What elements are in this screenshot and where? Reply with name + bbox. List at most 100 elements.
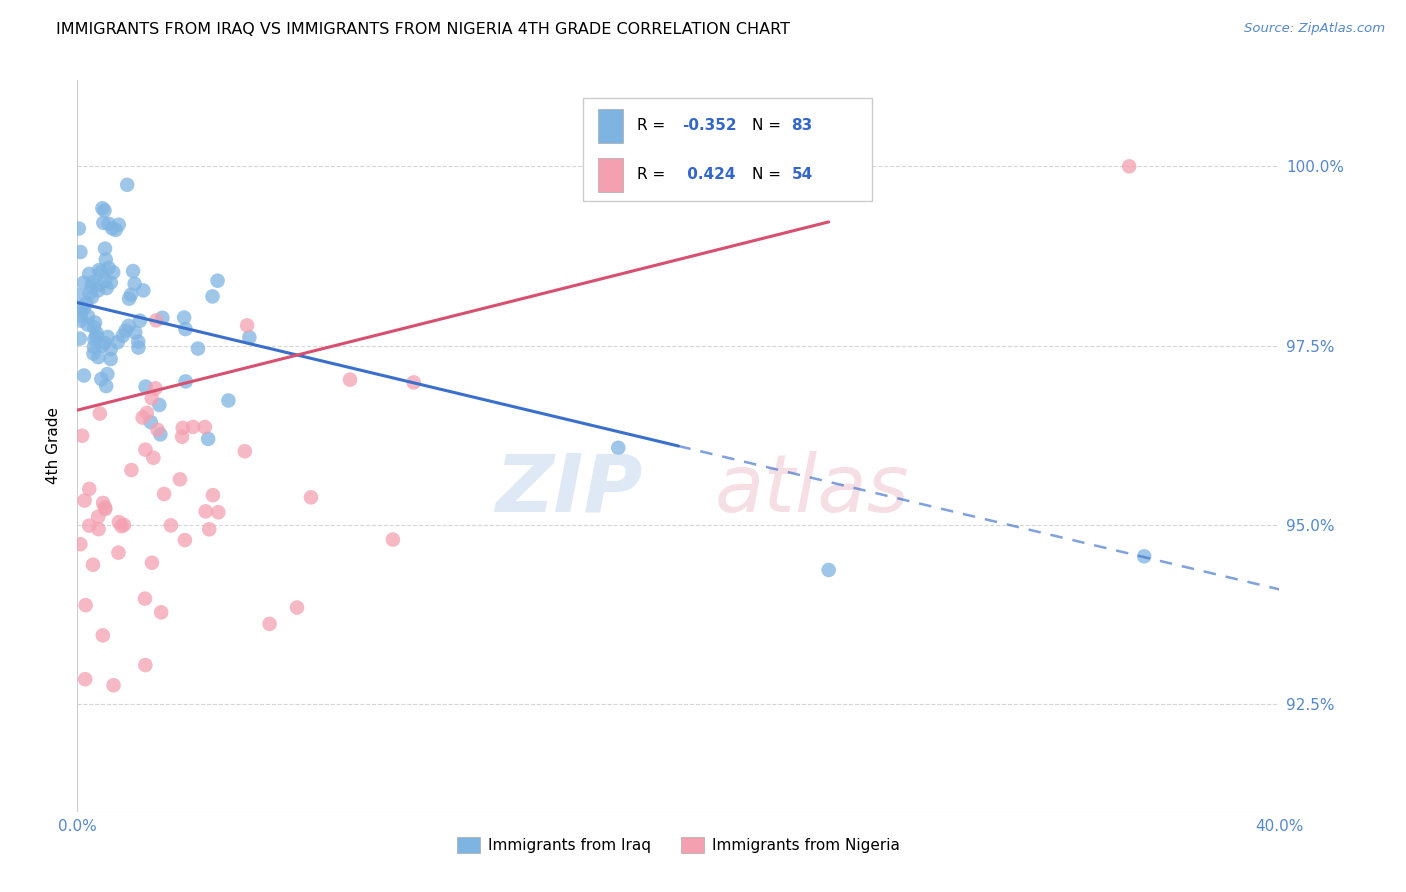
Point <box>170 430 193 444</box>
Point <box>89 407 111 421</box>
Point <box>141 391 163 405</box>
Point <box>1118 159 1140 173</box>
Point <box>87 350 110 364</box>
Point <box>135 379 157 393</box>
Y-axis label: 4th Grade: 4th Grade <box>46 408 62 484</box>
Point <box>100 276 122 290</box>
Point <box>69 245 91 260</box>
Point <box>817 563 839 577</box>
Text: N =: N = <box>752 119 786 133</box>
Point <box>67 221 90 235</box>
Text: atlas: atlas <box>714 450 910 529</box>
Point <box>94 379 117 393</box>
Point <box>77 518 100 533</box>
Point <box>100 352 122 367</box>
Point <box>93 335 115 350</box>
Point <box>201 488 224 502</box>
Point <box>197 432 219 446</box>
Point <box>107 218 129 232</box>
Point <box>173 310 195 325</box>
Point <box>132 284 155 298</box>
Text: 0.424: 0.424 <box>682 168 735 182</box>
Point <box>75 598 97 612</box>
Point <box>86 326 108 341</box>
Point <box>91 339 114 353</box>
Point <box>73 493 96 508</box>
Point <box>90 372 112 386</box>
Point <box>83 320 105 334</box>
Point <box>174 322 197 336</box>
Point <box>79 286 101 301</box>
Point <box>181 420 204 434</box>
Point <box>117 318 139 333</box>
Point <box>69 309 91 323</box>
Point <box>87 509 110 524</box>
Point <box>75 672 97 686</box>
Point <box>142 450 165 465</box>
Point <box>73 368 96 383</box>
Text: N =: N = <box>752 168 786 182</box>
Text: IMMIGRANTS FROM IRAQ VS IMMIGRANTS FROM NIGERIA 4TH GRADE CORRELATION CHART: IMMIGRANTS FROM IRAQ VS IMMIGRANTS FROM … <box>56 22 790 37</box>
Point <box>285 600 308 615</box>
Point <box>134 591 156 606</box>
Point <box>108 515 131 529</box>
Point <box>238 330 260 344</box>
Text: R =: R = <box>637 119 671 133</box>
Point <box>97 260 120 275</box>
Point <box>299 491 322 505</box>
Point <box>96 367 118 381</box>
Point <box>87 522 110 536</box>
Point <box>93 203 115 218</box>
Point <box>70 301 93 315</box>
Point <box>104 223 127 237</box>
Point <box>115 178 138 192</box>
Point <box>84 316 107 330</box>
Point <box>381 533 404 547</box>
Point <box>82 346 104 360</box>
Point <box>131 410 153 425</box>
Point <box>174 375 197 389</box>
Point <box>91 496 114 510</box>
Point <box>101 265 124 279</box>
Point <box>69 332 91 346</box>
Point <box>198 522 221 536</box>
Point <box>91 202 114 216</box>
Point <box>87 284 110 298</box>
Point <box>174 533 197 547</box>
Point <box>339 373 361 387</box>
Point <box>87 278 110 293</box>
Point <box>77 267 100 281</box>
Point <box>70 428 93 442</box>
Point <box>94 274 117 288</box>
Point <box>96 281 118 295</box>
Point <box>107 546 129 560</box>
Point <box>201 289 224 303</box>
Point <box>67 288 90 302</box>
Point <box>233 444 256 458</box>
Point <box>82 558 104 572</box>
Point <box>97 217 120 231</box>
Point <box>70 313 93 327</box>
Point <box>1133 549 1156 564</box>
Legend: Immigrants from Iraq, Immigrants from Nigeria: Immigrants from Iraq, Immigrants from Ni… <box>451 830 905 859</box>
Point <box>124 277 146 291</box>
Point <box>160 518 183 533</box>
Point <box>107 335 129 350</box>
Point <box>145 381 167 395</box>
Point <box>120 287 142 301</box>
Point <box>100 342 122 356</box>
Point <box>135 406 157 420</box>
Point <box>94 242 117 256</box>
Point <box>129 314 152 328</box>
Point <box>82 276 104 290</box>
Point <box>103 678 125 692</box>
Point <box>194 504 217 518</box>
Point <box>207 274 229 288</box>
Point <box>77 482 100 496</box>
Point <box>153 487 176 501</box>
Point <box>145 313 167 327</box>
Point <box>80 280 103 294</box>
Point <box>148 398 170 412</box>
Point <box>101 221 124 235</box>
Point <box>120 463 142 477</box>
